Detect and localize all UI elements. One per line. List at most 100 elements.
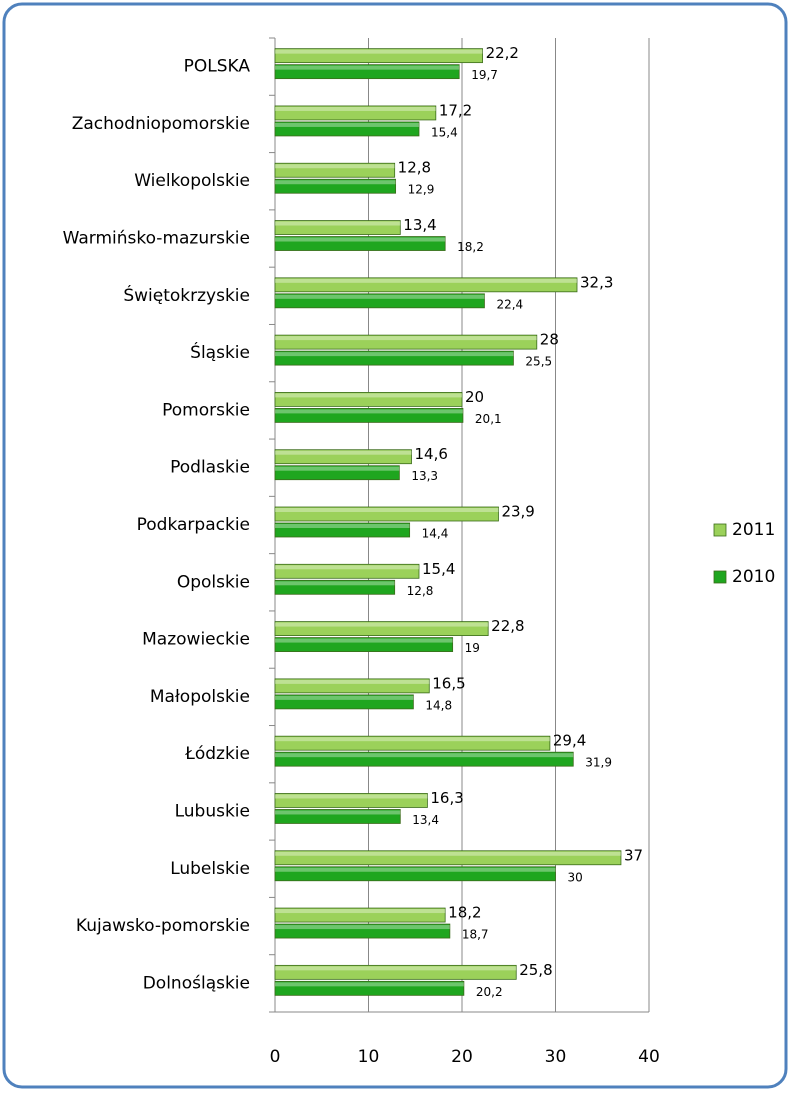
bar-highlight — [275, 753, 574, 758]
bar-highlight — [275, 180, 396, 185]
bar — [274, 162, 396, 178]
bar-highlight — [275, 508, 499, 512]
bar-highlight — [275, 925, 450, 930]
category-label: Wielkopolskie — [134, 171, 250, 191]
category-label: Lubuskie — [175, 801, 250, 821]
category-label: Opolskie — [177, 572, 250, 592]
bar-highlight — [275, 909, 446, 914]
bar-highlight — [275, 450, 412, 455]
bar-highlight — [275, 851, 621, 856]
bar-highlight — [275, 565, 419, 570]
x-tick-label: 0 — [270, 1047, 281, 1067]
value-label: 13,4 — [403, 216, 436, 234]
bar — [274, 522, 411, 538]
value-label: 18,7 — [462, 928, 489, 942]
bar — [274, 392, 463, 407]
bar-highlight — [275, 336, 537, 341]
category-label: Śląskie — [190, 341, 250, 363]
bar-highlight — [275, 237, 446, 242]
value-label: 22,4 — [496, 297, 523, 311]
value-label: 12,8 — [407, 584, 434, 598]
bar — [274, 980, 465, 996]
bar-highlight — [275, 581, 395, 586]
value-label: 22,8 — [491, 617, 524, 635]
bar-highlight — [275, 65, 460, 70]
category-label: Warmińsko-mazurskie — [63, 229, 250, 249]
bar-highlight — [275, 352, 514, 357]
value-label: 29,4 — [553, 732, 586, 750]
bar-highlight — [275, 679, 430, 684]
bar — [274, 866, 556, 882]
value-label: 15,4 — [431, 125, 458, 139]
category-label: Pomorskie — [162, 400, 250, 420]
value-label: 14,8 — [425, 698, 452, 712]
bar-highlight — [275, 294, 485, 299]
category-label: Małopolskie — [150, 687, 250, 707]
bar — [274, 964, 517, 980]
bar — [274, 334, 538, 350]
bar — [274, 121, 420, 137]
value-label: 20,2 — [476, 985, 503, 999]
bar-highlight — [275, 867, 556, 872]
bar-highlight — [275, 106, 436, 111]
value-label: 18,2 — [448, 904, 481, 922]
value-label: 19,7 — [471, 68, 498, 82]
bar — [274, 465, 400, 481]
bar-highlight — [275, 737, 550, 742]
bar — [274, 64, 460, 80]
bar — [274, 850, 622, 866]
bar-highlight — [275, 966, 517, 971]
value-label: 25,8 — [519, 961, 552, 979]
bar-highlight — [275, 122, 419, 127]
bar — [274, 408, 464, 423]
bar — [274, 178, 397, 194]
bar-highlight — [275, 622, 489, 627]
bar-highlight — [275, 278, 578, 283]
bar-highlight — [275, 794, 428, 799]
x-tick-label: 10 — [358, 1047, 380, 1067]
value-label: 17,2 — [439, 101, 472, 119]
category-label: Zachodniopomorskie — [72, 114, 250, 134]
bar-highlight — [275, 164, 395, 169]
value-label: 13,4 — [412, 813, 439, 827]
bar — [274, 621, 489, 636]
value-label: 23,9 — [501, 503, 534, 521]
value-label: 31,9 — [585, 756, 612, 770]
x-tick-label: 30 — [545, 1047, 567, 1067]
category-label: Świętokrzyskie — [123, 284, 250, 306]
bar — [274, 907, 446, 923]
value-label: 14,4 — [422, 527, 449, 541]
value-label: 28 — [540, 331, 559, 349]
value-label: 18,2 — [457, 240, 484, 254]
bar — [274, 678, 430, 694]
bar — [274, 220, 401, 235]
value-label: 16,5 — [432, 674, 465, 692]
value-label: 12,9 — [408, 183, 435, 197]
bar — [274, 563, 420, 579]
bar — [274, 923, 451, 939]
legend-label: 2011 — [732, 520, 775, 540]
bar-highlight — [275, 466, 400, 471]
bar-highlight — [275, 638, 453, 643]
value-label: 37 — [624, 846, 643, 864]
bar-highlight — [275, 49, 483, 54]
bar — [274, 579, 396, 595]
bar — [274, 105, 437, 121]
bar-highlight — [275, 982, 464, 987]
value-label: 14,6 — [415, 445, 448, 463]
bar-highlight — [275, 393, 462, 398]
value-label: 15,4 — [422, 560, 455, 578]
x-tick-label: 40 — [638, 1047, 660, 1067]
category-label: Kujawsko-pomorskie — [76, 916, 250, 936]
bar — [274, 449, 412, 465]
bar — [274, 293, 485, 309]
x-tick-label: 20 — [451, 1047, 473, 1067]
category-label: Podlaskie — [170, 458, 250, 478]
bar — [274, 350, 514, 366]
bar-highlight — [275, 409, 463, 414]
bar-highlight — [275, 524, 410, 528]
value-label: 22,2 — [486, 44, 519, 62]
bar — [274, 793, 428, 808]
